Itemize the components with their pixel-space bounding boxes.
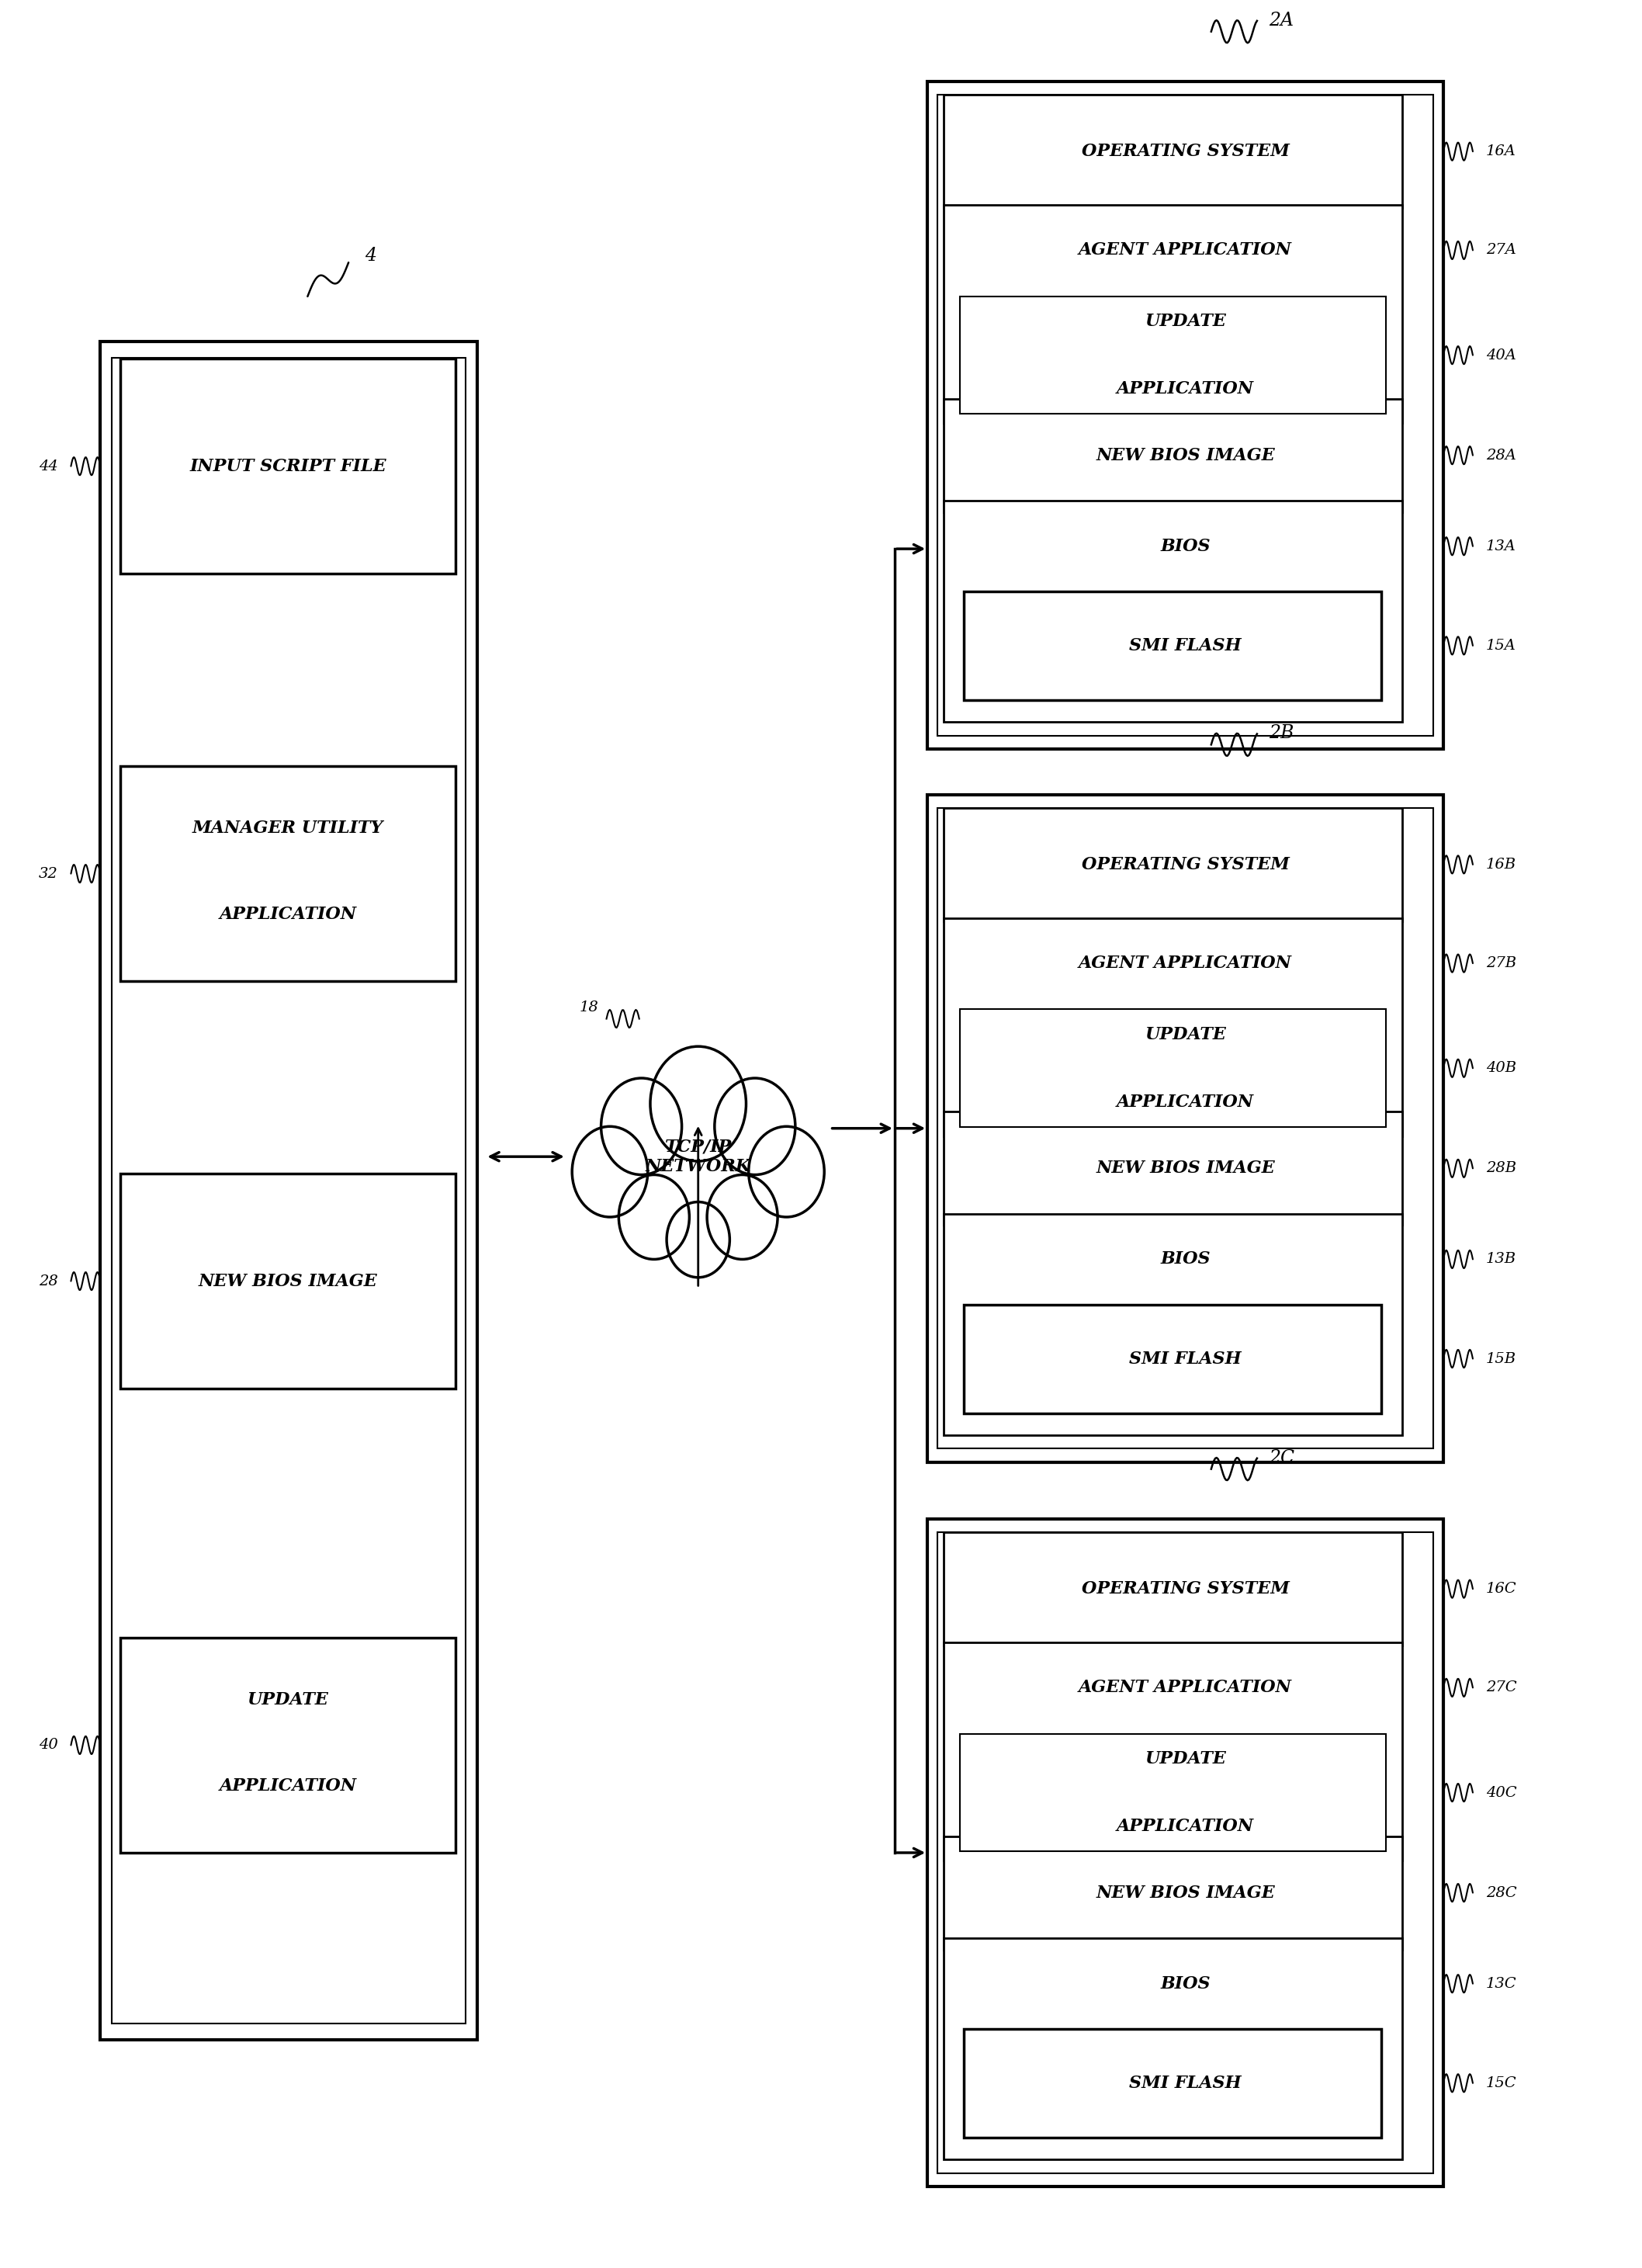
Bar — [928, 82, 1443, 748]
Ellipse shape — [571, 1127, 647, 1218]
Bar — [944, 919, 1402, 1136]
Text: 2A: 2A — [1269, 11, 1294, 29]
Text: NEW BIOS IMAGE: NEW BIOS IMAGE — [1095, 1159, 1274, 1177]
Text: APPLICATION: APPLICATION — [1117, 1819, 1254, 1835]
Text: BIOS: BIOS — [1161, 538, 1210, 556]
Text: 15B: 15B — [1486, 1352, 1516, 1365]
Bar — [938, 807, 1433, 1449]
Ellipse shape — [667, 1202, 729, 1277]
Text: SMI FLASH: SMI FLASH — [1130, 1349, 1241, 1368]
Text: 27A: 27A — [1486, 243, 1516, 256]
Text: NEW BIOS IMAGE: NEW BIOS IMAGE — [199, 1272, 378, 1290]
Text: 44: 44 — [39, 458, 57, 474]
Text: 16A: 16A — [1486, 145, 1516, 159]
Bar — [944, 399, 1402, 513]
Text: 28B: 28B — [1486, 1161, 1516, 1175]
Text: INPUT SCRIPT FILE: INPUT SCRIPT FILE — [189, 458, 386, 474]
Ellipse shape — [601, 1077, 681, 1175]
Text: SMI FLASH: SMI FLASH — [1130, 2075, 1241, 2091]
Bar — [100, 342, 478, 2039]
Text: 4: 4 — [365, 247, 376, 265]
Text: UPDATE: UPDATE — [1144, 1025, 1227, 1043]
Bar — [944, 807, 1402, 921]
Bar — [961, 1009, 1386, 1127]
Text: MANAGER UTILITY: MANAGER UTILITY — [192, 819, 384, 837]
Ellipse shape — [619, 1175, 690, 1259]
Text: 27C: 27C — [1486, 1681, 1517, 1694]
Bar — [944, 1642, 1402, 1860]
Bar — [120, 1637, 456, 1853]
Text: AGENT APPLICATION: AGENT APPLICATION — [1079, 243, 1292, 259]
Text: APPLICATION: APPLICATION — [1117, 1093, 1254, 1111]
Text: 13C: 13C — [1486, 1978, 1517, 1991]
Bar — [112, 358, 466, 2023]
Bar — [928, 1520, 1443, 2186]
Text: 27B: 27B — [1486, 957, 1516, 971]
Bar — [961, 297, 1386, 415]
Text: AGENT APPLICATION: AGENT APPLICATION — [1079, 955, 1292, 973]
Text: 28: 28 — [39, 1275, 57, 1288]
Bar — [120, 1173, 456, 1388]
Ellipse shape — [714, 1077, 795, 1175]
Text: AGENT APPLICATION: AGENT APPLICATION — [1079, 1678, 1292, 1696]
Bar — [120, 767, 456, 982]
Bar — [944, 1213, 1402, 1436]
Text: 18: 18 — [580, 1000, 598, 1014]
Text: 40C: 40C — [1486, 1785, 1517, 1799]
Bar — [964, 1304, 1381, 1413]
Text: 28C: 28C — [1486, 1885, 1517, 1901]
Text: SMI FLASH: SMI FLASH — [1130, 637, 1241, 653]
Bar — [938, 1533, 1433, 2173]
Text: 16B: 16B — [1486, 857, 1516, 871]
Bar — [938, 95, 1433, 735]
Ellipse shape — [708, 1175, 778, 1259]
Text: OPERATING SYSTEM: OPERATING SYSTEM — [1082, 1581, 1289, 1597]
Text: UPDATE: UPDATE — [248, 1692, 328, 1708]
Ellipse shape — [650, 1046, 745, 1161]
Bar — [944, 1111, 1402, 1225]
Text: UPDATE: UPDATE — [1144, 313, 1227, 329]
Text: 13A: 13A — [1486, 540, 1516, 553]
Text: 28A: 28A — [1486, 449, 1516, 463]
Text: UPDATE: UPDATE — [1144, 1751, 1227, 1767]
Bar — [944, 1837, 1402, 1950]
Bar — [944, 204, 1402, 424]
Text: 40B: 40B — [1486, 1061, 1516, 1075]
Text: NEW BIOS IMAGE: NEW BIOS IMAGE — [1095, 447, 1274, 465]
Text: BIOS: BIOS — [1161, 1250, 1210, 1268]
Text: 2C: 2C — [1269, 1449, 1294, 1467]
Text: 2B: 2B — [1269, 723, 1294, 742]
Bar — [944, 501, 1402, 721]
Bar — [944, 95, 1402, 209]
Bar — [944, 1939, 1402, 2159]
Text: 40A: 40A — [1486, 349, 1516, 363]
Text: APPLICATION: APPLICATION — [1117, 381, 1254, 397]
Text: APPLICATION: APPLICATION — [220, 905, 356, 923]
Text: OPERATING SYSTEM: OPERATING SYSTEM — [1082, 855, 1289, 873]
Bar — [120, 358, 456, 574]
Ellipse shape — [749, 1127, 824, 1218]
Text: 13B: 13B — [1486, 1252, 1516, 1266]
Bar — [964, 2030, 1381, 2136]
Text: BIOS: BIOS — [1161, 1975, 1210, 1991]
Bar — [928, 794, 1443, 1463]
Text: TCP/IP
NETWORK: TCP/IP NETWORK — [645, 1139, 750, 1175]
Text: OPERATING SYSTEM: OPERATING SYSTEM — [1082, 143, 1289, 161]
Text: 40: 40 — [39, 1737, 57, 1753]
Bar — [964, 592, 1381, 701]
Text: APPLICATION: APPLICATION — [220, 1778, 356, 1794]
Text: NEW BIOS IMAGE: NEW BIOS IMAGE — [1095, 1885, 1274, 1901]
Bar — [944, 1533, 1402, 1647]
Bar — [961, 1733, 1386, 1851]
Text: 32: 32 — [39, 866, 57, 880]
Text: 15C: 15C — [1486, 2075, 1517, 2091]
Text: 15A: 15A — [1486, 640, 1516, 653]
Text: 16C: 16C — [1486, 1583, 1517, 1597]
